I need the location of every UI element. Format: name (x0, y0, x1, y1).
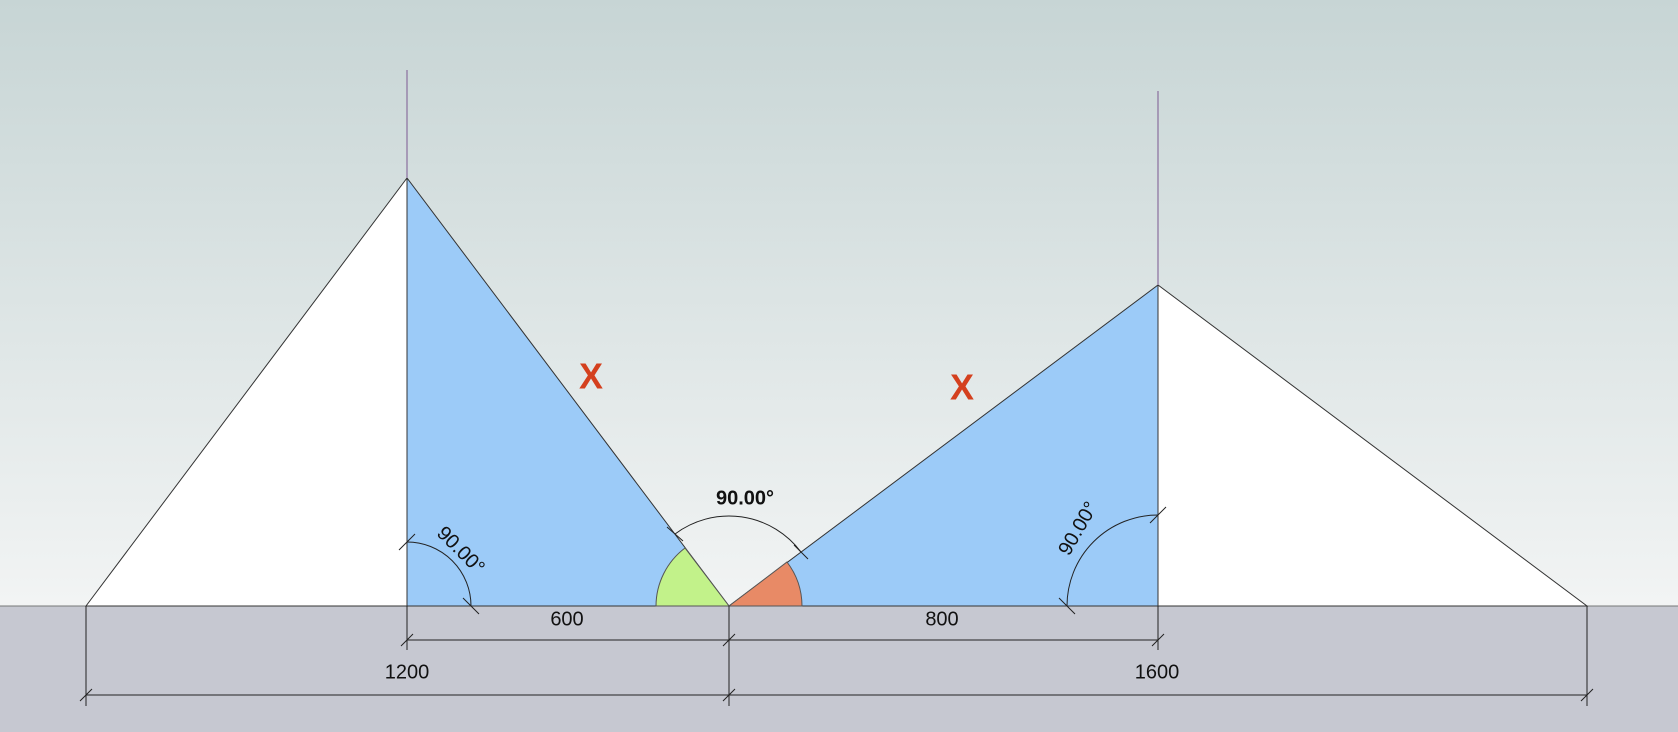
dimension-ticks (79, 633, 1594, 702)
dimension-label: 800 (925, 608, 958, 630)
apex-angle-label: 90.00° (716, 487, 774, 509)
apex-angle-ticks (666, 526, 809, 560)
right-angle-ticks (1058, 506, 1167, 615)
side-label: X (950, 367, 974, 408)
side-label: X (579, 356, 603, 397)
dimension-label: 600 (550, 608, 583, 630)
right-blue-triangle (727, 284, 1159, 607)
orange-angle-wedge (727, 561, 803, 607)
right-angle-arc (1066, 514, 1159, 607)
left-angle-ticks (398, 533, 480, 615)
left-blue-triangle (406, 176, 731, 607)
ground (0, 606, 1678, 732)
extension-lines (85, 606, 1588, 706)
dimension-label: 1600 (1135, 661, 1180, 683)
apex-angle-arc (674, 515, 802, 553)
green-angle-wedge (655, 547, 731, 607)
dimension-label: 1200 (385, 661, 430, 683)
left-angle-arc (406, 541, 472, 607)
